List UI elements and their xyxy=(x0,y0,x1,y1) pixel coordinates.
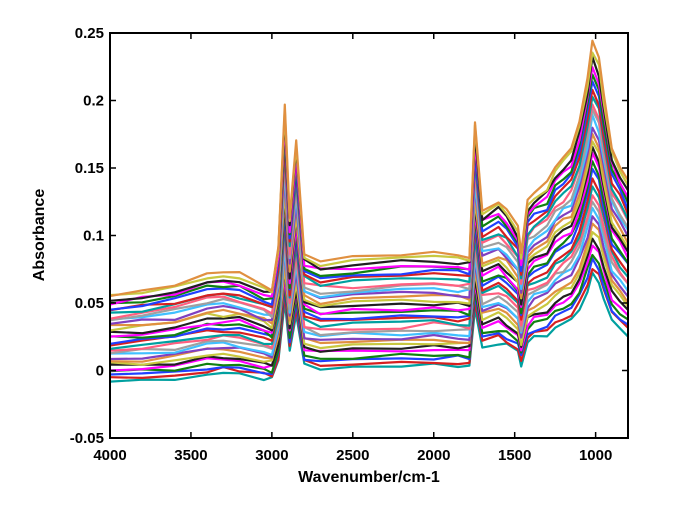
spectrum-line xyxy=(110,39,628,298)
y-tick-labels: -0.05 0 0.05 0.1 0.15 0.2 0.25 xyxy=(70,25,104,447)
x-tick-label: 2500 xyxy=(336,447,369,464)
y-tick-label: 0.2 xyxy=(83,93,104,110)
x-tick-label: 2000 xyxy=(417,447,450,464)
x-tick-label: 3500 xyxy=(174,447,207,464)
x-tick-label: 3000 xyxy=(255,447,288,464)
x-tick-label: 4000 xyxy=(93,447,126,464)
y-tick-label: 0.1 xyxy=(83,228,104,245)
y-tick-label: 0.25 xyxy=(75,25,104,42)
x-tick-labels: 4000 3500 3000 2500 2000 1500 1000 xyxy=(93,447,612,464)
axis-ticks xyxy=(109,32,628,439)
y-tick-label: 0 xyxy=(96,363,104,380)
y-tick-label: 0.15 xyxy=(75,160,104,177)
x-axis-title: Wavenumber/cm-1 xyxy=(298,469,440,486)
spectrum-line xyxy=(110,55,628,302)
y-tick-label: 0.05 xyxy=(75,295,104,312)
x-tick-label: 1000 xyxy=(579,447,612,464)
x-tick-label: 1500 xyxy=(498,447,531,464)
series-lines xyxy=(110,39,628,383)
y-tick-label: -0.05 xyxy=(70,430,104,447)
y-axis-title: Absorbance xyxy=(31,189,48,282)
